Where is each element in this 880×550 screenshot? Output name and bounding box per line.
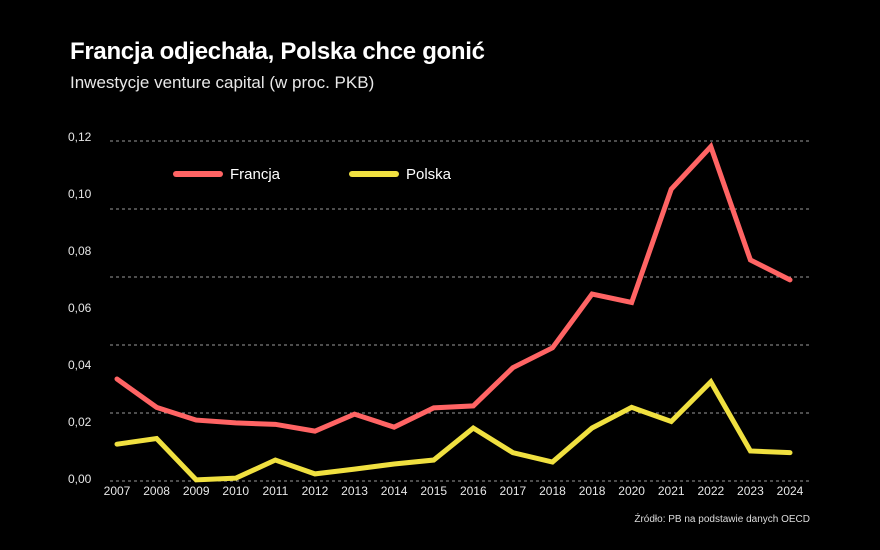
x-tick-label: 2017 [500, 484, 527, 498]
x-tick-label: 2009 [183, 484, 210, 498]
x-tick-label: 2024 [777, 484, 804, 498]
y-tick-label: 0,08 [68, 244, 92, 258]
source-note: Źródło: PB na podstawie danych OECD [634, 514, 810, 525]
y-tick-label: 0,00 [68, 472, 92, 486]
series-line-francja [114, 141, 793, 434]
x-tick-label: 2007 [104, 484, 131, 498]
x-tick-label: 2018 [539, 484, 566, 498]
y-tick-label: 0,06 [68, 301, 92, 315]
x-tick-label: 2018 [579, 484, 606, 498]
y-tick-label: 0,04 [68, 358, 92, 372]
chart-subtitle: Inwestycje venture capital (w proc. PKB) [70, 73, 375, 92]
legend-label-francja: Francja [230, 166, 281, 183]
x-tick-label: 2013 [341, 484, 368, 498]
y-tick-label: 0,02 [68, 415, 92, 429]
x-tick-label: 2010 [222, 484, 249, 498]
x-tick-label: 2011 [262, 484, 288, 498]
chart-title: Francja odjechała, Polska chce gonić [70, 38, 485, 65]
x-tick-label: 2008 [143, 484, 170, 498]
x-tick-label: 2023 [737, 484, 764, 498]
series-line-polska [114, 377, 793, 483]
x-tick-label: 2012 [302, 484, 329, 498]
x-tick-label: 2015 [420, 484, 447, 498]
y-tick-label: 0,10 [68, 187, 92, 201]
x-tick-label: 2020 [618, 484, 645, 498]
legend-label-polska: Polska [406, 166, 452, 183]
x-tick-label: 2021 [658, 484, 685, 498]
x-tick-label: 2016 [460, 484, 487, 498]
x-tick-label: 2022 [697, 484, 724, 498]
y-tick-label: 0,12 [68, 130, 92, 144]
x-tick-label: 2014 [381, 484, 408, 498]
